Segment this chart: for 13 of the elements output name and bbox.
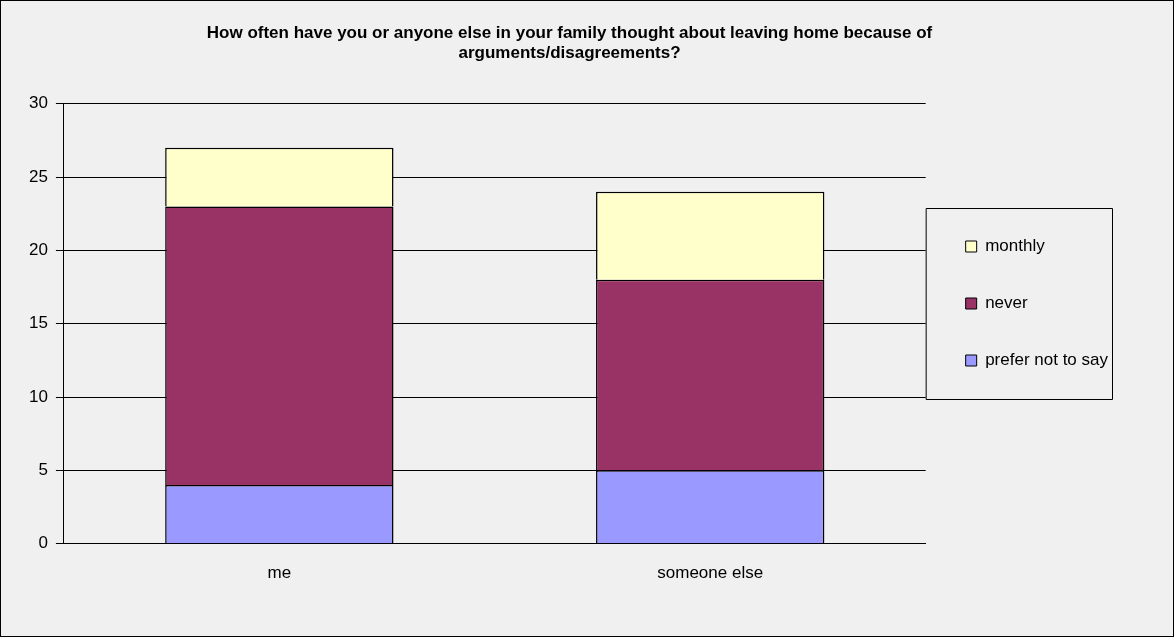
y-tick-label: 0	[38, 533, 48, 553]
legend-label: never	[985, 293, 1029, 313]
y-tick-label: 30	[28, 93, 48, 113]
y-tick-label: 20	[28, 240, 48, 260]
y-tick-label: 15	[28, 313, 48, 333]
y-tick-label: 10	[28, 386, 48, 406]
x-tick-label: someone else	[657, 563, 764, 583]
y-tick-label: 25	[28, 166, 48, 186]
chart-title: How often have you or anyone else in your family thought about leaving home because of arguments/disagreements?	[206, 22, 933, 63]
y-tick-label: 5	[38, 459, 48, 479]
legend-label: prefer not to say	[985, 350, 1109, 370]
x-tick-label: me	[267, 563, 292, 583]
legend-label: monthly	[985, 236, 1046, 256]
